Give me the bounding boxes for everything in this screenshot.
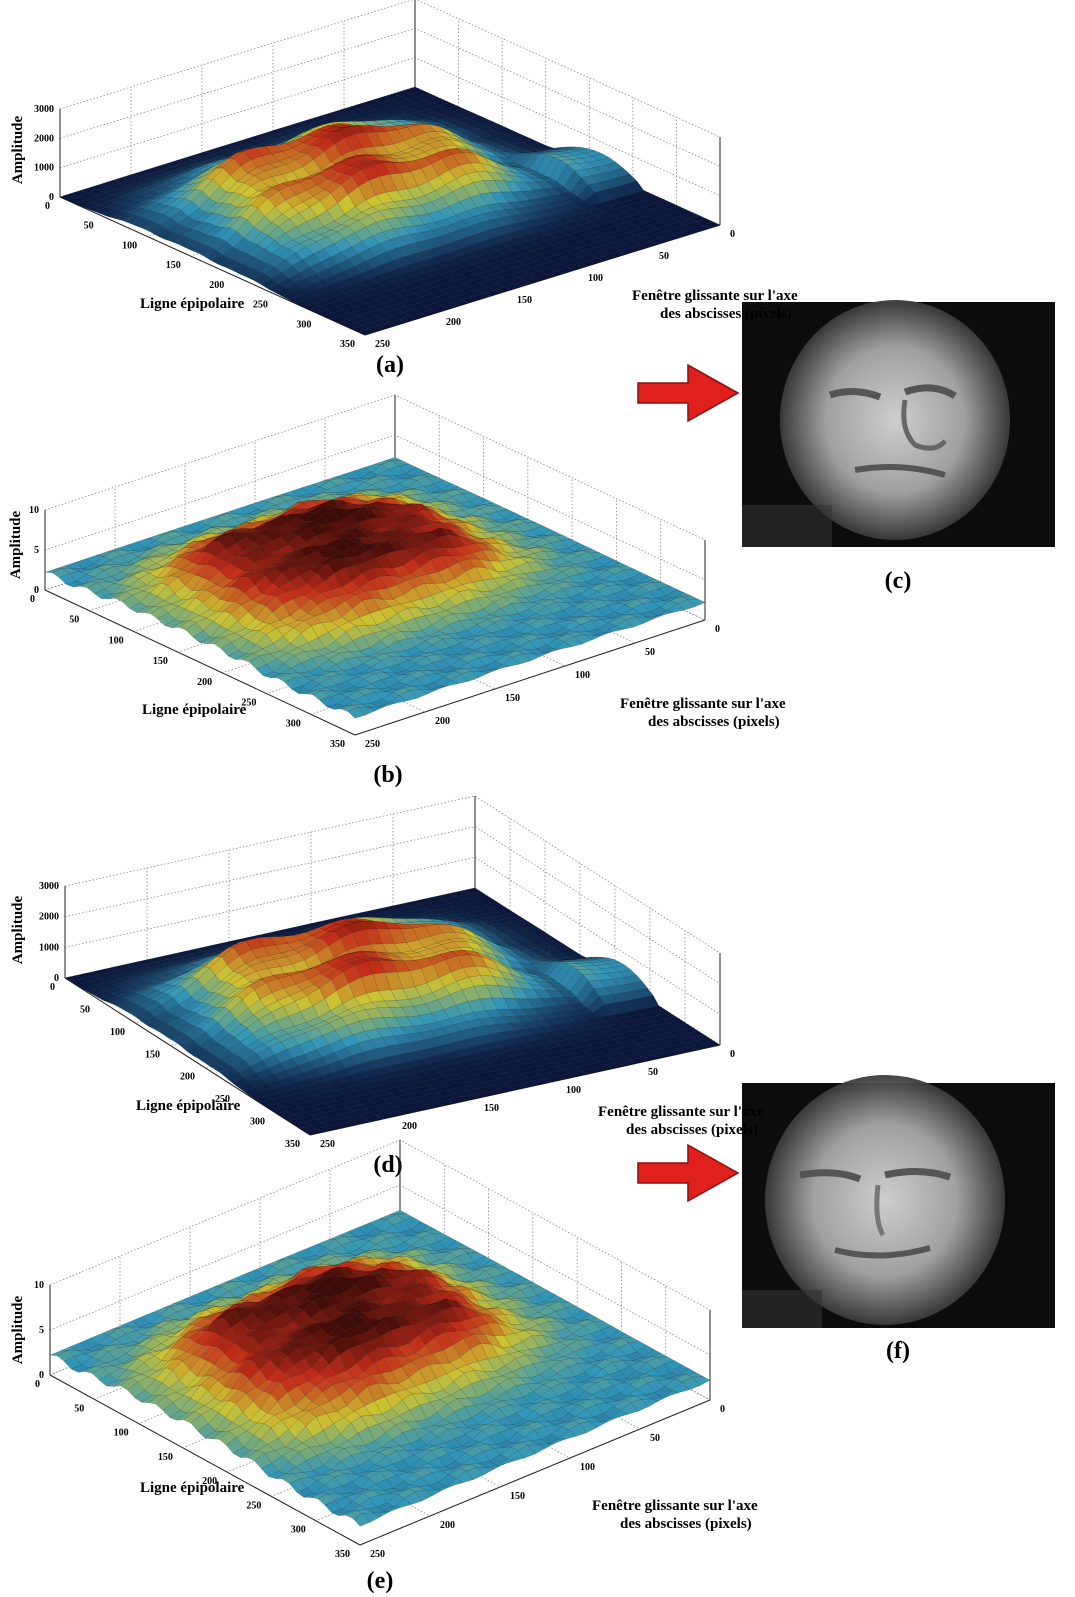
y-tick-label: 150 [484,1103,499,1114]
z-tick-label: 5 [39,1325,44,1336]
x-tick-label: 150 [145,1049,160,1060]
panel-label: (d) [373,1152,402,1178]
axis-label: des abscisses (pixels) [660,306,792,322]
x-tick-label: 150 [153,656,168,667]
x-tick-label: 250 [241,698,256,709]
z-tick-label: 1000 [34,163,54,174]
z-tick-label: 5 [34,545,39,556]
panel-label: (c) [885,568,912,594]
x-tick-label: 200 [180,1072,195,1083]
surface-cell [389,1209,408,1215]
y-tick-label: 150 [510,1491,525,1502]
axis-label: Fenêtre glissante sur l'axe [598,1104,764,1120]
y-tick-label: 100 [575,670,590,681]
x-tick-label: 100 [122,240,137,251]
axis-label: Ligne épipolaire [142,702,247,718]
x-tick-label: 350 [330,739,345,750]
x-tick-label: 350 [285,1139,300,1150]
surface-cell [384,457,403,461]
y-tick-label: 0 [720,1404,725,1415]
x-tick-label: 300 [296,319,311,330]
face-image-f [742,1075,1055,1328]
surface-plot: 0 1000 2000 3000 0 50 100 150 200 250 300 350 0 50 100… [10,0,798,378]
y-tick-label: 100 [580,1462,595,1473]
surface-plot: 0510050100150200250300350050100150200250… [8,394,786,788]
x-tick-label: 150 [158,1452,173,1463]
x-tick-label: 250 [246,1500,261,1511]
axis-label: des abscisses (pixels) [648,714,780,730]
x-tick-label: 0 [35,1379,40,1390]
surface-cell [357,328,377,336]
panel-label: (f) [886,1338,910,1364]
z-tick-label: 3000 [34,104,54,115]
y-tick-label: 250 [320,1139,335,1150]
y-tick-label: 250 [375,339,390,350]
y-tick-label: 100 [588,273,603,284]
x-tick-label: 150 [166,260,181,271]
x-tick-label: 300 [286,718,301,729]
y-tick-label: 200 [435,716,450,727]
axis-label: Amplitude [10,115,26,184]
axis-line [354,619,706,736]
axis-label: Ligne épipolaire [136,1098,241,1114]
surface-plot: 0100020003000050100150200250300350050100… [10,795,764,1178]
x-tick-label: 100 [109,635,124,646]
panel-label: (a) [376,352,404,378]
y-tick-label: 50 [650,1433,660,1444]
x-tick-label: 300 [250,1117,265,1128]
y-tick-label: 150 [517,295,532,306]
panel-label: (b) [373,762,402,788]
grid-line [59,0,721,138]
z-tick-label: 10 [29,505,39,516]
z-tick-label: 1000 [39,942,59,953]
z-tick-label: 2000 [39,912,59,923]
face-image-c [742,300,1055,547]
axis-label: Fenêtre glissante sur l'axe [632,288,798,304]
axis-label: Amplitude [10,895,26,964]
x-tick-label: 200 [197,677,212,688]
y-tick-label: 50 [645,647,655,658]
y-tick-label: 0 [730,229,735,240]
y-tick-label: 150 [505,693,520,704]
y-tick-label: 200 [440,1520,455,1531]
x-tick-label: 0 [30,594,35,605]
x-tick-label: 200 [209,280,224,291]
arrow [637,1143,740,1203]
axis-line [59,196,366,336]
y-tick-label: 200 [402,1121,417,1132]
x-tick-label: 0 [45,201,50,212]
x-tick-label: 350 [335,1549,350,1560]
y-tick-label: 250 [370,1549,385,1560]
axis-line [44,589,356,736]
axis-label: des abscisses (pixels) [626,1122,758,1138]
z-tick-label: 10 [34,1280,44,1291]
x-tick-label: 100 [114,1428,129,1439]
x-tick-label: 250 [253,300,268,311]
y-tick-label: 100 [566,1085,581,1096]
z-tick-label: 0 [49,192,54,203]
x-tick-label: 100 [110,1027,125,1038]
x-tick-label: 50 [80,1004,90,1015]
y-tick-label: 0 [715,624,720,635]
x-tick-label: 50 [74,1403,84,1414]
x-tick-label: 300 [291,1525,306,1536]
z-tick-label: 3000 [39,881,59,892]
y-tick-label: 250 [365,739,380,750]
surface-plot: 0510050100150200250300350050100150200250… [10,1139,758,1594]
x-tick-label: 50 [69,615,79,626]
z-tick-label: 0 [34,585,39,596]
axis-label: Amplitude [8,510,24,579]
x-tick-label: 0 [50,982,55,993]
y-tick-label: 50 [659,251,669,262]
axis-label: Fenêtre glissante sur l'axe [620,696,786,712]
arrow [637,363,740,423]
x-tick-label: 350 [340,339,355,350]
x-tick-label: 50 [84,221,94,232]
y-tick-label: 200 [446,317,461,328]
axis-label: Ligne épipolaire [140,296,245,312]
z-tick-label: 2000 [34,133,54,144]
y-tick-label: 50 [648,1067,658,1078]
y-tick-label: 0 [730,1049,735,1060]
